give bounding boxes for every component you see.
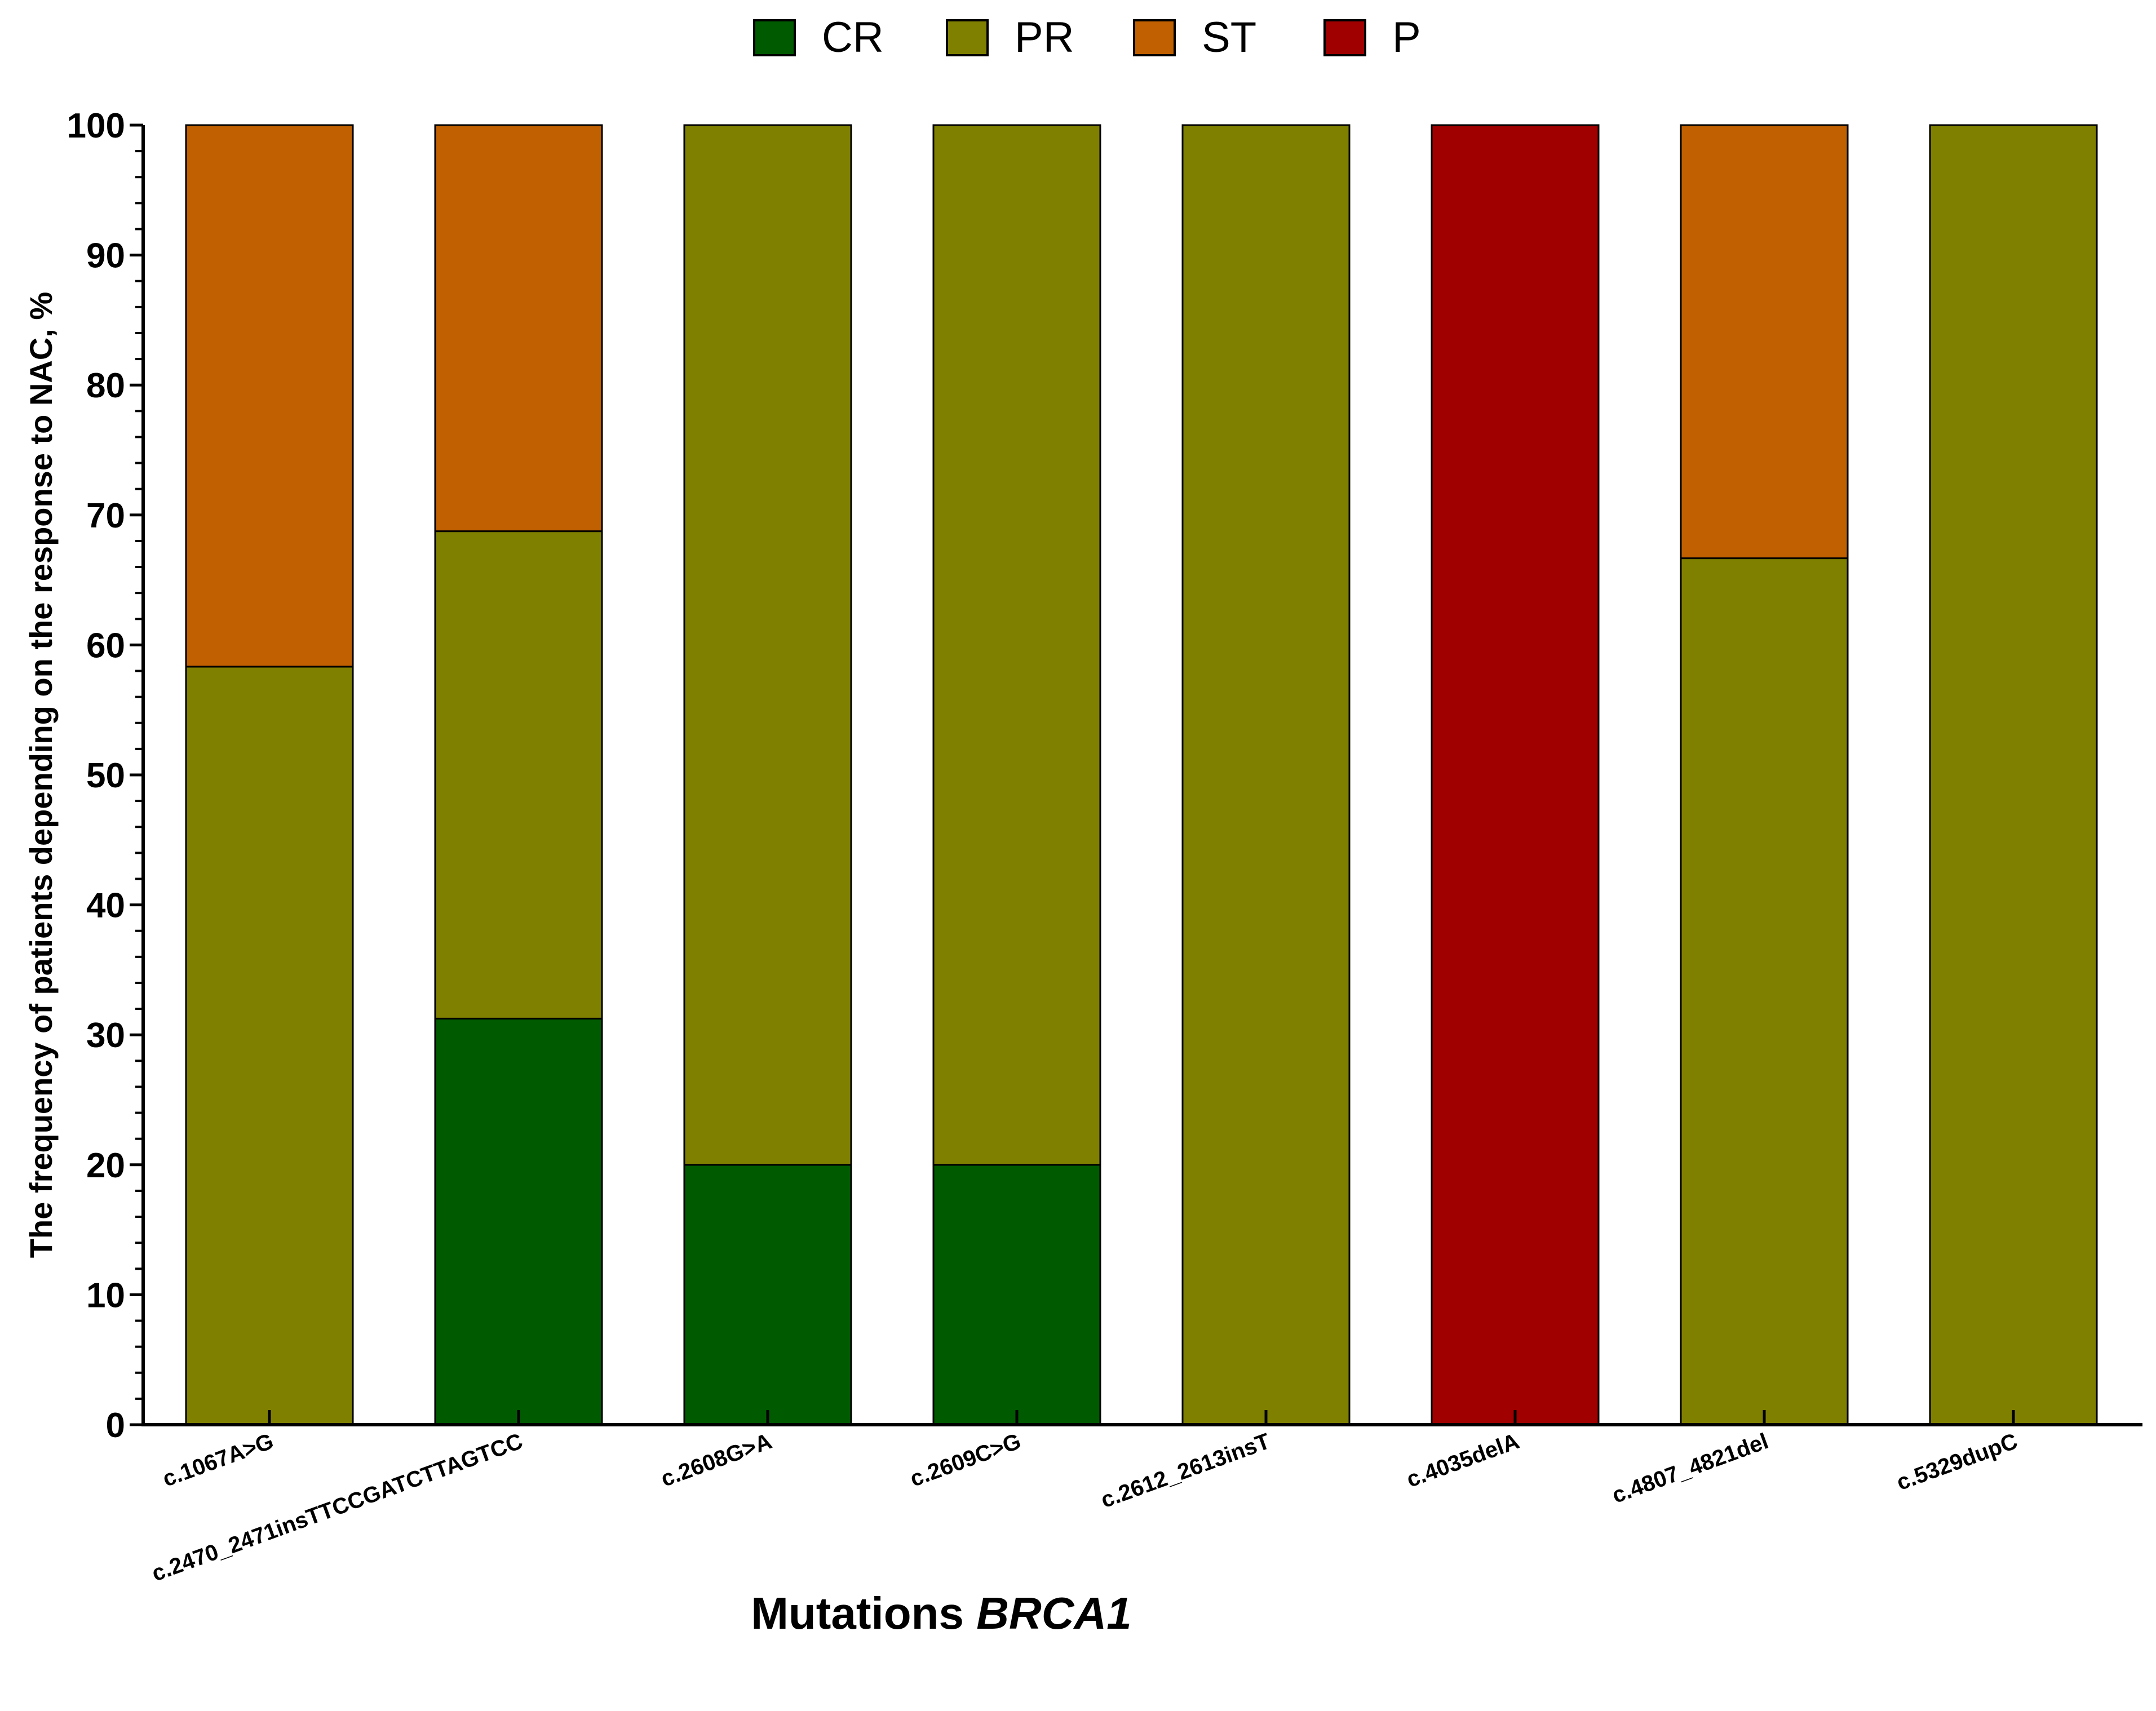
x-tick-label: c.1067A>G [160, 1429, 277, 1492]
bar-segment-st-1 [434, 124, 603, 533]
y-tick-label: 30 [86, 1016, 125, 1055]
bar-segment-pr-3 [932, 124, 1101, 1166]
legend-swatch-st [1133, 19, 1176, 56]
legend-label-st: ST [1202, 14, 1256, 61]
x-tick-label: c.2609C>G [907, 1429, 1024, 1492]
y-tick-label: 20 [86, 1146, 125, 1185]
x-tick-label: c.2608G>A [658, 1429, 775, 1492]
bar-segment-cr-3 [932, 1164, 1101, 1426]
y-tick-label: 100 [67, 107, 125, 145]
y-tick-label: 90 [86, 237, 125, 276]
y-ticks: 0 10 20 30 40 50 60 70 80 90 100 [67, 107, 143, 1445]
x-tick-label: c.2612_2613insT [1097, 1429, 1273, 1513]
y-tick-label: 50 [86, 756, 125, 795]
x-tick-label: c.4807_4821del [1609, 1429, 1772, 1508]
bars [185, 124, 2098, 1426]
y-axis-label: The frequency of patients depending on t… [23, 292, 59, 1258]
legend-label-pr: PR [1015, 14, 1074, 61]
x-axis-label-text: Mutations [751, 1588, 964, 1638]
y-tick-label: 10 [86, 1276, 125, 1315]
bar-segment-pr-0 [185, 666, 354, 1426]
bar-segment-st-0 [185, 124, 354, 668]
legend: CR PR ST P [753, 14, 1421, 61]
bar-segment-pr-6 [1680, 557, 1849, 1426]
x-tick-label: c.5329dupC [1893, 1429, 2021, 1495]
x-axis-label: Mutations BRCA1 [751, 1588, 1132, 1638]
legend-swatch-p [1323, 19, 1366, 56]
bar-segment-st-6 [1680, 124, 1849, 560]
bar-segment-pr-1 [434, 530, 603, 1019]
bar-segment-pr-4 [1181, 124, 1351, 1426]
y-tick-label: 80 [86, 366, 125, 405]
y-tick-label: 60 [86, 626, 125, 665]
x-axis-label-gene: BRCA1 [976, 1588, 1132, 1638]
legend-label-p: P [1392, 14, 1421, 61]
bar-segment-p-5 [1431, 124, 1600, 1426]
legend-swatch-cr [753, 19, 796, 56]
bar-segment-pr-7 [1929, 124, 2098, 1426]
x-tick-label: c.4035delA [1404, 1429, 1522, 1492]
legend-label-cr: CR [822, 14, 884, 61]
legend-swatch-pr [946, 19, 989, 56]
bar-segment-cr-1 [434, 1017, 603, 1426]
y-tick-label: 0 [106, 1406, 125, 1445]
bar-segment-pr-2 [683, 124, 852, 1166]
y-tick-label: 70 [86, 497, 125, 535]
y-tick-label: 40 [86, 886, 125, 925]
x-ticks: c.1067A>Gc.2470_2471insTTCCGATCTTAGTCC c.… [149, 1410, 2021, 1586]
bar-segment-cr-2 [683, 1164, 852, 1426]
